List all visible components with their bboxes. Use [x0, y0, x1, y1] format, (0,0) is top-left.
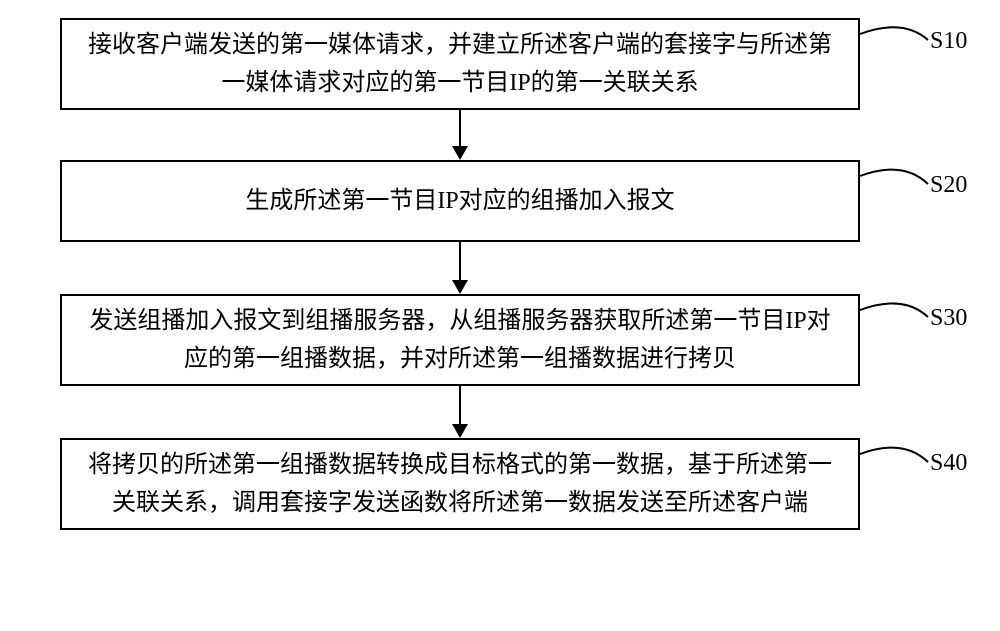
connector-s30	[858, 294, 934, 344]
step-text-s30: 发送组播加入报文到组播服务器，从组播服务器获取所述第一节目IP对应的第一组播数据…	[82, 302, 838, 379]
step-box-s40: 将拷贝的所述第一组播数据转换成目标格式的第一数据，基于所述第一关联关系，调用套接…	[60, 438, 860, 530]
step-box-s30: 发送组播加入报文到组播服务器，从组播服务器获取所述第一节目IP对应的第一组播数据…	[60, 294, 860, 386]
connector-s10	[858, 18, 934, 68]
arrow-1	[452, 110, 468, 160]
step-text-s10: 接收客户端发送的第一媒体请求，并建立所述客户端的套接字与所述第一媒体请求对应的第…	[82, 26, 838, 103]
flowchart-container: 接收客户端发送的第一媒体请求，并建立所述客户端的套接字与所述第一媒体请求对应的第…	[0, 0, 1000, 631]
step-box-s20: 生成所述第一节目IP对应的组播加入报文	[60, 160, 860, 242]
step-text-s20: 生成所述第一节目IP对应的组播加入报文	[245, 182, 674, 220]
connector-s40	[858, 438, 934, 488]
step-box-s10: 接收客户端发送的第一媒体请求，并建立所述客户端的套接字与所述第一媒体请求对应的第…	[60, 18, 860, 110]
step-text-s40: 将拷贝的所述第一组播数据转换成目标格式的第一数据，基于所述第一关联关系，调用套接…	[82, 446, 838, 523]
step-label-s40: S40	[930, 450, 967, 477]
arrow-2	[452, 242, 468, 294]
step-label-s10: S10	[930, 28, 967, 55]
arrow-3	[452, 386, 468, 438]
connector-s20	[858, 160, 934, 210]
step-label-s30: S30	[930, 305, 967, 332]
step-label-s20: S20	[930, 172, 967, 199]
